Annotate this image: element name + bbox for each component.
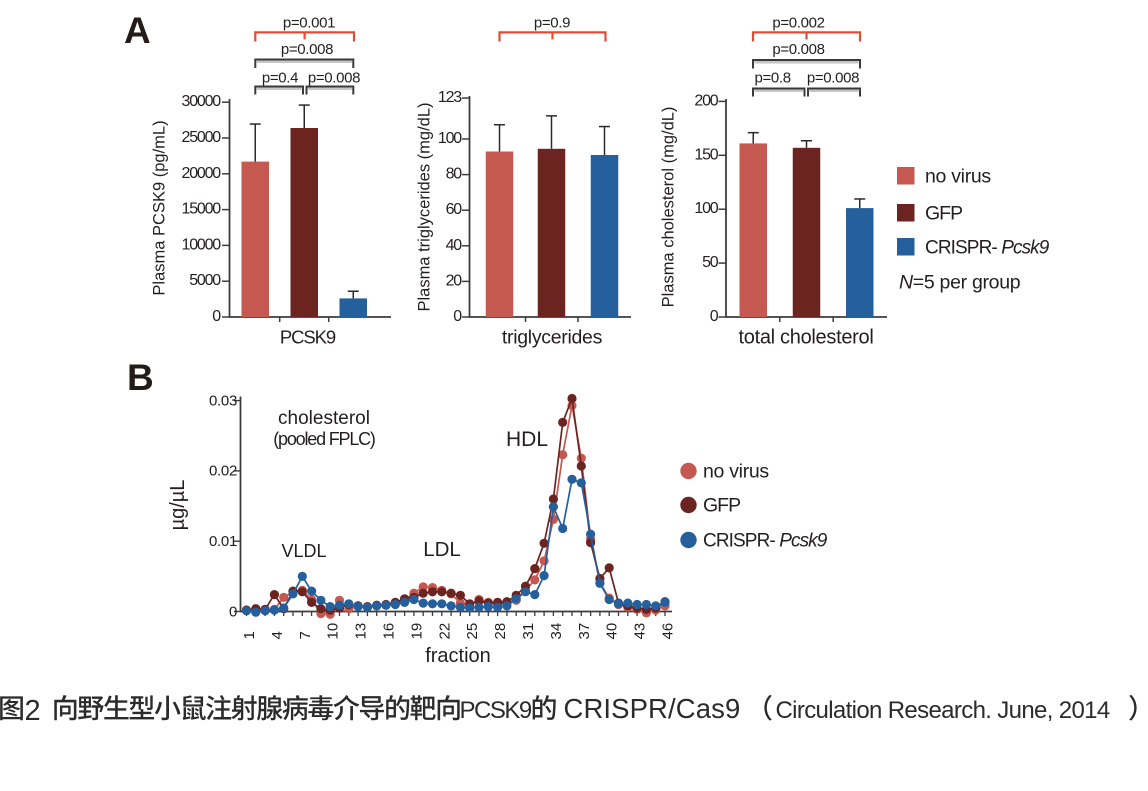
svg-text:0: 0 — [710, 308, 719, 325]
svg-text:15000: 15000 — [182, 201, 222, 218]
svg-text:50: 50 — [702, 254, 719, 271]
svg-text:no virus: no virus — [925, 165, 991, 187]
svg-text:46: 46 — [660, 623, 677, 640]
svg-text:Circulation Research. June, 20: Circulation Research. June, 2014 — [776, 697, 1110, 724]
svg-text:p=0.008: p=0.008 — [308, 70, 360, 87]
svg-text:p=0.9: p=0.9 — [534, 14, 570, 31]
svg-text:4: 4 — [269, 631, 286, 639]
svg-text:7: 7 — [297, 631, 314, 639]
svg-text:total cholesterol: total cholesterol — [739, 327, 874, 349]
svg-text:31: 31 — [520, 623, 537, 640]
svg-text:10: 10 — [325, 623, 342, 640]
svg-text:60: 60 — [446, 201, 463, 218]
svg-text:CRISPR/Cas9: CRISPR/Cas9 — [564, 693, 741, 724]
svg-text:Plasma triglycerides (mg/dL): Plasma triglycerides (mg/dL) — [416, 102, 434, 311]
svg-text:GFP: GFP — [703, 495, 740, 517]
svg-text:40: 40 — [604, 623, 621, 640]
svg-text:37: 37 — [576, 623, 593, 640]
svg-text:p=0.008: p=0.008 — [807, 70, 859, 87]
svg-text:25: 25 — [464, 623, 481, 640]
svg-text:13: 13 — [353, 623, 370, 640]
svg-text:triglycerides: triglycerides — [502, 327, 603, 349]
svg-text:123: 123 — [438, 89, 462, 106]
svg-text:p=0.002: p=0.002 — [772, 14, 824, 31]
svg-text:43: 43 — [632, 623, 649, 640]
svg-text:28: 28 — [492, 623, 509, 640]
svg-text:PCSK9: PCSK9 — [280, 327, 336, 348]
svg-text:LDL: LDL — [423, 538, 461, 561]
svg-text:p=0.001: p=0.001 — [283, 14, 335, 31]
svg-text:fraction: fraction — [425, 645, 491, 667]
svg-text:0: 0 — [212, 308, 221, 325]
svg-text:150: 150 — [694, 146, 718, 163]
svg-text:p=0.008: p=0.008 — [772, 41, 824, 58]
svg-text:2: 2 — [25, 695, 41, 727]
svg-text:80: 80 — [446, 166, 463, 183]
svg-text:p=0.8: p=0.8 — [754, 70, 790, 87]
svg-text:30000: 30000 — [182, 93, 222, 110]
svg-text:22: 22 — [436, 623, 453, 640]
svg-text:34: 34 — [548, 623, 565, 640]
svg-text:0: 0 — [453, 308, 462, 325]
svg-text:N=5 per group: N=5 per group — [899, 272, 1021, 294]
svg-text:p=0.4: p=0.4 — [262, 70, 298, 87]
svg-text:20000: 20000 — [182, 165, 222, 182]
svg-text:p=0.008: p=0.008 — [281, 41, 333, 58]
svg-text:200: 200 — [694, 92, 718, 109]
svg-text:CRISPR- Pcsk9: CRISPR- Pcsk9 — [703, 531, 828, 552]
svg-text:A: A — [124, 10, 151, 51]
svg-text:CRISPR- Pcsk9: CRISPR- Pcsk9 — [925, 238, 1050, 259]
svg-text:PCSK9: PCSK9 — [460, 697, 532, 724]
svg-text:0.02: 0.02 — [209, 463, 237, 480]
svg-text:GFP: GFP — [925, 203, 962, 225]
svg-text:B: B — [127, 357, 154, 398]
svg-text:16: 16 — [381, 623, 398, 640]
svg-text:VLDL: VLDL — [281, 541, 326, 561]
svg-text:0: 0 — [229, 603, 237, 620]
svg-text:20: 20 — [446, 272, 463, 289]
svg-text:1: 1 — [241, 631, 258, 639]
svg-text:25000: 25000 — [182, 129, 222, 146]
svg-text:HDL: HDL — [506, 428, 548, 451]
svg-text:µg/µL: µg/µL — [167, 480, 189, 531]
svg-text:100: 100 — [694, 200, 718, 217]
svg-text:10000: 10000 — [182, 236, 222, 253]
svg-text:Plasma PCSK9 (pg/mL): Plasma PCSK9 (pg/mL) — [151, 120, 169, 295]
svg-text:0.01: 0.01 — [209, 533, 237, 550]
svg-text:0.03: 0.03 — [209, 392, 237, 409]
svg-text:Plasma cholesterol (mg/dL): Plasma cholesterol (mg/dL) — [660, 107, 678, 308]
svg-text:100: 100 — [438, 130, 462, 147]
svg-text:40: 40 — [446, 237, 463, 254]
svg-text:cholesterol: cholesterol — [278, 408, 370, 429]
svg-text:19: 19 — [408, 623, 425, 640]
svg-text:no virus: no virus — [703, 461, 769, 483]
svg-text:(pooled FPLC): (pooled FPLC) — [273, 429, 375, 449]
svg-text:5000: 5000 — [189, 272, 221, 289]
